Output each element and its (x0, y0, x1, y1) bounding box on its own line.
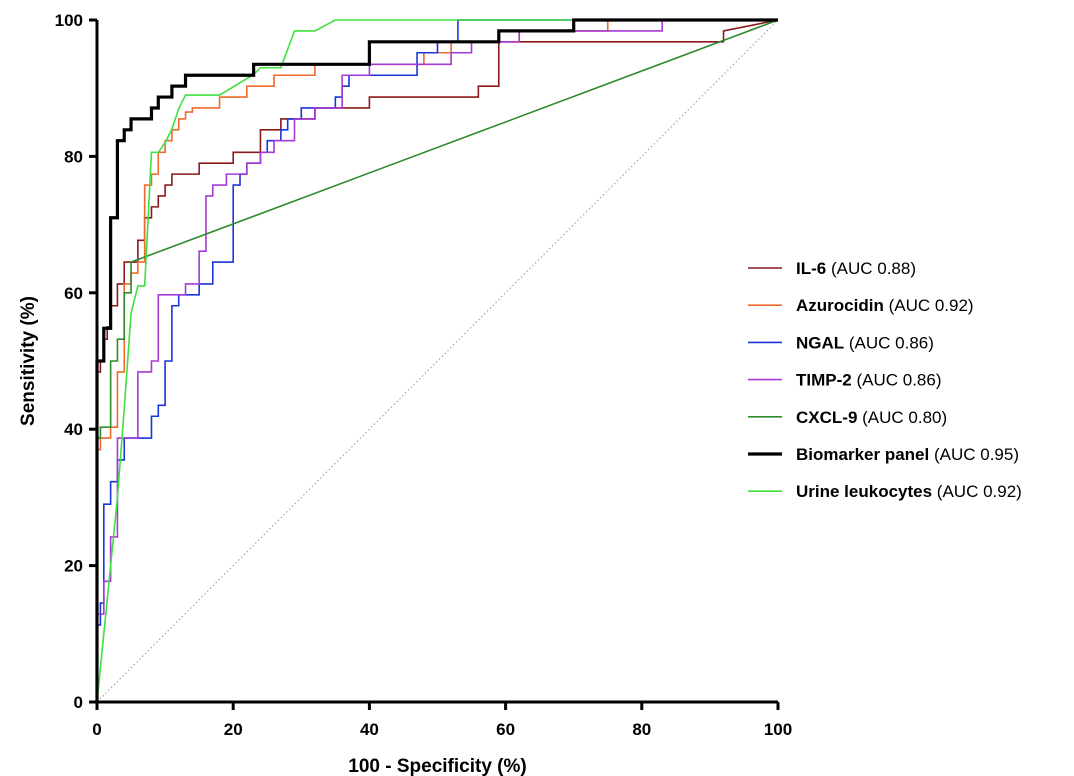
tick-marks: 0 20 40 60 80 100 0 20 40 60 80 100 (55, 11, 793, 739)
legend-entry-timp-2: TIMP-2 (AUC 0.86) (796, 371, 941, 390)
series-line-ngal (96, 19, 778, 702)
legend-label: IL-6 (796, 259, 826, 278)
series-line-urine-leukocytes (96, 19, 778, 703)
x-axis-title: 100 - Specificity (%) (348, 756, 526, 776)
legend-label: Biomarker panel (796, 445, 929, 464)
legend-entry-biomarker-panel: Biomarker panel (AUC 0.95) (796, 445, 1019, 464)
x-tick-label: 0 (92, 720, 101, 739)
x-tick-label: 100 (764, 720, 792, 739)
legend-entry-il-6: IL-6 (AUC 0.88) (796, 259, 916, 278)
x-tick-label: 40 (360, 720, 379, 739)
legend-label: Azurocidin (796, 296, 884, 315)
reference-diagonal (96, 19, 779, 703)
legend-auc: (AUC 0.86) (852, 371, 942, 390)
y-tick-label: 0 (74, 693, 83, 712)
legend-auc: (AUC 0.88) (826, 259, 916, 278)
y-tick-label: 80 (64, 147, 83, 166)
y-tick-label: 60 (64, 284, 83, 303)
legend-entry-azurocidin: Azurocidin (AUC 0.92) (796, 296, 974, 315)
y-tick-label: 20 (64, 557, 83, 576)
legend-auc: (AUC 0.86) (844, 333, 934, 352)
legend-auc: (AUC 0.95) (929, 445, 1019, 464)
series-line-biomarker-panel (95, 18, 778, 702)
legend-label: Urine leukocytes (796, 482, 932, 501)
series-line-timp-2 (96, 19, 778, 702)
x-tick-label: 60 (496, 720, 515, 739)
legend-auc: (AUC 0.92) (884, 296, 974, 315)
axes (95, 20, 778, 704)
x-tick-label: 20 (224, 720, 243, 739)
x-tick-label: 80 (632, 720, 651, 739)
legend-entry-ngal: NGAL (AUC 0.86) (796, 333, 934, 352)
series-lines (95, 18, 779, 703)
legend-entry-cxcl-9: CXCL-9 (AUC 0.80) (796, 408, 947, 427)
series-line-azurocidin (96, 19, 778, 702)
legend-label: CXCL-9 (796, 408, 857, 427)
legend-label: TIMP-2 (796, 371, 852, 390)
legend-entry-urine-leukocytes: Urine leukocytes (AUC 0.92) (796, 482, 1022, 501)
legend-auc: (AUC 0.80) (857, 408, 947, 427)
legend-auc: (AUC 0.92) (932, 482, 1022, 501)
y-tick-label: 100 (55, 11, 83, 30)
legend: IL-6 (AUC 0.88) Azurocidin (AUC 0.92) NGAL… (748, 259, 1022, 501)
legend-label: NGAL (796, 333, 844, 352)
y-tick-label: 40 (64, 420, 83, 439)
series-line-cxcl-9 (96, 19, 779, 702)
y-axis-title: Sensitivity (%) (18, 296, 39, 426)
reference-diagonal-line (96, 19, 779, 703)
